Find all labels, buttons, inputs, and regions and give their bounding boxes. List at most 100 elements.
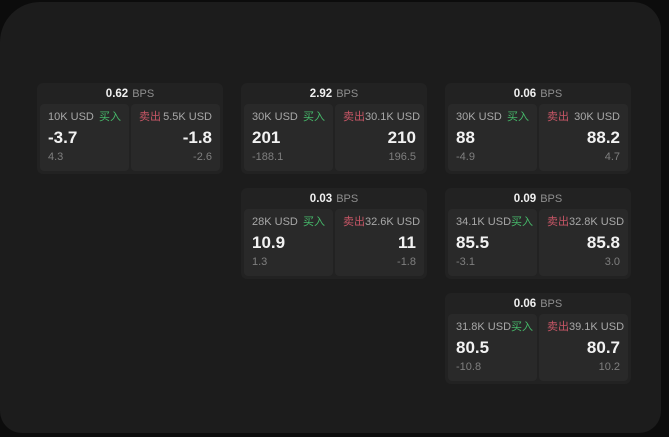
sell-price: 210 bbox=[387, 128, 416, 147]
buy-side-label: 买入 bbox=[303, 216, 325, 228]
sell-price: 11 bbox=[398, 233, 416, 252]
sell-panel-header: 卖出 30.1K USD bbox=[343, 110, 420, 125]
card-header: 2.92 BPS bbox=[244, 83, 424, 104]
sell-panel[interactable]: 卖出 39.1K USD 80.7 10.2 bbox=[539, 314, 628, 381]
sell-price: 80.7 bbox=[586, 338, 620, 357]
quote-card: 0.06 BPS 30K USD 买入 88 -4.9 卖出 30K USD 8… bbox=[445, 83, 631, 174]
buy-panel-header: 30K USD 买入 bbox=[252, 110, 325, 125]
sell-amount: 32.6K USD bbox=[365, 216, 421, 228]
bps-value: 0.09 bbox=[513, 192, 537, 205]
bps-value: 0.62 bbox=[105, 87, 129, 100]
sell-amount: 5.5K USD bbox=[163, 111, 212, 123]
buy-sub-value: -3.1 bbox=[456, 256, 475, 268]
bps-value: 0.06 bbox=[513, 297, 537, 310]
quote-panels: 10K USD 买入 -3.7 4.3 卖出 5.5K USD -1.8 -2.… bbox=[40, 104, 220, 171]
bps-unit-label: BPS bbox=[540, 192, 563, 205]
buy-sub-value: -188.1 bbox=[252, 151, 284, 163]
bps-unit-label: BPS bbox=[336, 87, 359, 100]
sell-price: -1.8 bbox=[182, 128, 212, 147]
quote-grid: 0.62 BPS 10K USD 买入 -3.7 4.3 卖出 5.5K USD… bbox=[37, 83, 631, 384]
buy-side-label: 买入 bbox=[511, 321, 534, 333]
buy-panel[interactable]: 34.1K USD 买入 85.5 -3.1 bbox=[448, 209, 537, 276]
sell-sub-value: 196.5 bbox=[388, 151, 416, 163]
buy-amount: 34.1K USD bbox=[456, 216, 512, 228]
sell-sub-value: 3.0 bbox=[604, 256, 620, 268]
app-window: 0.62 BPS 10K USD 买入 -3.7 4.3 卖出 5.5K USD… bbox=[0, 2, 661, 433]
buy-panel-header: 30K USD 买入 bbox=[456, 110, 529, 125]
card-header: 0.62 BPS bbox=[40, 83, 220, 104]
quote-panels: 30K USD 买入 201 -188.1 卖出 30.1K USD 210 1… bbox=[244, 104, 424, 171]
sell-panel-header: 卖出 39.1K USD bbox=[547, 320, 624, 335]
sell-side-label: 卖出 bbox=[139, 111, 161, 123]
buy-amount: 30K USD bbox=[456, 111, 502, 123]
buy-panel[interactable]: 10K USD 买入 -3.7 4.3 bbox=[40, 104, 129, 171]
card-header: 0.06 BPS bbox=[448, 293, 628, 314]
card-header: 0.09 BPS bbox=[448, 188, 628, 209]
buy-panel[interactable]: 31.8K USD 买入 80.5 -10.8 bbox=[448, 314, 537, 381]
quote-panels: 31.8K USD 买入 80.5 -10.8 卖出 39.1K USD 80.… bbox=[448, 314, 628, 381]
card-header: 0.06 BPS bbox=[448, 83, 628, 104]
quote-panels: 28K USD 买入 10.9 1.3 卖出 32.6K USD 11 -1.8 bbox=[244, 209, 424, 276]
buy-panel-header: 31.8K USD 买入 bbox=[456, 320, 533, 335]
bps-value: 0.03 bbox=[309, 192, 333, 205]
buy-side-label: 买入 bbox=[511, 216, 534, 228]
sell-panel-header: 卖出 5.5K USD bbox=[139, 110, 212, 125]
buy-price: 10.9 bbox=[252, 233, 286, 252]
quote-panels: 30K USD 买入 88 -4.9 卖出 30K USD 88.2 4.7 bbox=[448, 104, 628, 171]
buy-price: 85.5 bbox=[456, 233, 490, 252]
sell-price: 88.2 bbox=[586, 128, 620, 147]
buy-sub-value: 4.3 bbox=[48, 151, 64, 163]
sell-amount: 30.1K USD bbox=[365, 111, 421, 123]
quote-card: 0.09 BPS 34.1K USD 买入 85.5 -3.1 卖出 32.8K… bbox=[445, 188, 631, 279]
sell-panel-header: 卖出 30K USD bbox=[547, 110, 620, 125]
buy-panel[interactable]: 30K USD 买入 88 -4.9 bbox=[448, 104, 537, 171]
sell-sub-value: 10.2 bbox=[598, 361, 620, 373]
sell-panel[interactable]: 卖出 32.6K USD 11 -1.8 bbox=[335, 209, 424, 276]
sell-panel[interactable]: 卖出 5.5K USD -1.8 -2.6 bbox=[131, 104, 220, 171]
bps-unit-label: BPS bbox=[336, 192, 359, 205]
sell-panel[interactable]: 卖出 30.1K USD 210 196.5 bbox=[335, 104, 424, 171]
sell-panel-header: 卖出 32.8K USD bbox=[547, 215, 624, 230]
buy-amount: 31.8K USD bbox=[456, 321, 512, 333]
sell-amount: 39.1K USD bbox=[569, 321, 625, 333]
buy-sub-value: -10.8 bbox=[456, 361, 482, 373]
sell-sub-value: -1.8 bbox=[397, 256, 416, 268]
sell-panel[interactable]: 卖出 30K USD 88.2 4.7 bbox=[539, 104, 628, 171]
sell-panel-header: 卖出 32.6K USD bbox=[343, 215, 420, 230]
sell-price: 85.8 bbox=[586, 233, 620, 252]
buy-panel-header: 28K USD 买入 bbox=[252, 215, 325, 230]
quote-panels: 34.1K USD 买入 85.5 -3.1 卖出 32.8K USD 85.8… bbox=[448, 209, 628, 276]
buy-panel[interactable]: 28K USD 买入 10.9 1.3 bbox=[244, 209, 333, 276]
sell-sub-value: -2.6 bbox=[193, 151, 212, 163]
buy-sub-value: 1.3 bbox=[252, 256, 268, 268]
quote-card: 0.03 BPS 28K USD 买入 10.9 1.3 卖出 32.6K US… bbox=[241, 188, 427, 279]
sell-side-label: 卖出 bbox=[547, 111, 569, 123]
buy-amount: 10K USD bbox=[48, 111, 94, 123]
sell-sub-value: 4.7 bbox=[604, 151, 620, 163]
quote-card: 2.92 BPS 30K USD 买入 201 -188.1 卖出 30.1K … bbox=[241, 83, 427, 174]
sell-panel[interactable]: 卖出 32.8K USD 85.8 3.0 bbox=[539, 209, 628, 276]
buy-panel[interactable]: 30K USD 买入 201 -188.1 bbox=[244, 104, 333, 171]
buy-price: -3.7 bbox=[48, 128, 78, 147]
buy-side-label: 买入 bbox=[99, 111, 121, 123]
buy-price: 88 bbox=[456, 128, 475, 147]
buy-price: 201 bbox=[252, 128, 281, 147]
buy-side-label: 买入 bbox=[507, 111, 529, 123]
bps-value: 0.06 bbox=[513, 87, 537, 100]
quote-card: 0.62 BPS 10K USD 买入 -3.7 4.3 卖出 5.5K USD… bbox=[37, 83, 223, 174]
buy-amount: 30K USD bbox=[252, 111, 298, 123]
card-header: 0.03 BPS bbox=[244, 188, 424, 209]
sell-amount: 30K USD bbox=[574, 111, 620, 123]
sell-side-label: 卖出 bbox=[343, 216, 365, 228]
quote-card: 0.06 BPS 31.8K USD 买入 80.5 -10.8 卖出 39.1… bbox=[445, 293, 631, 384]
buy-panel-header: 34.1K USD 买入 bbox=[456, 215, 533, 230]
sell-side-label: 卖出 bbox=[547, 321, 569, 333]
bps-unit-label: BPS bbox=[132, 87, 155, 100]
buy-sub-value: -4.9 bbox=[456, 151, 475, 163]
buy-amount: 28K USD bbox=[252, 216, 298, 228]
bps-unit-label: BPS bbox=[540, 297, 563, 310]
sell-side-label: 卖出 bbox=[343, 111, 365, 123]
sell-side-label: 卖出 bbox=[547, 216, 569, 228]
buy-panel-header: 10K USD 买入 bbox=[48, 110, 121, 125]
